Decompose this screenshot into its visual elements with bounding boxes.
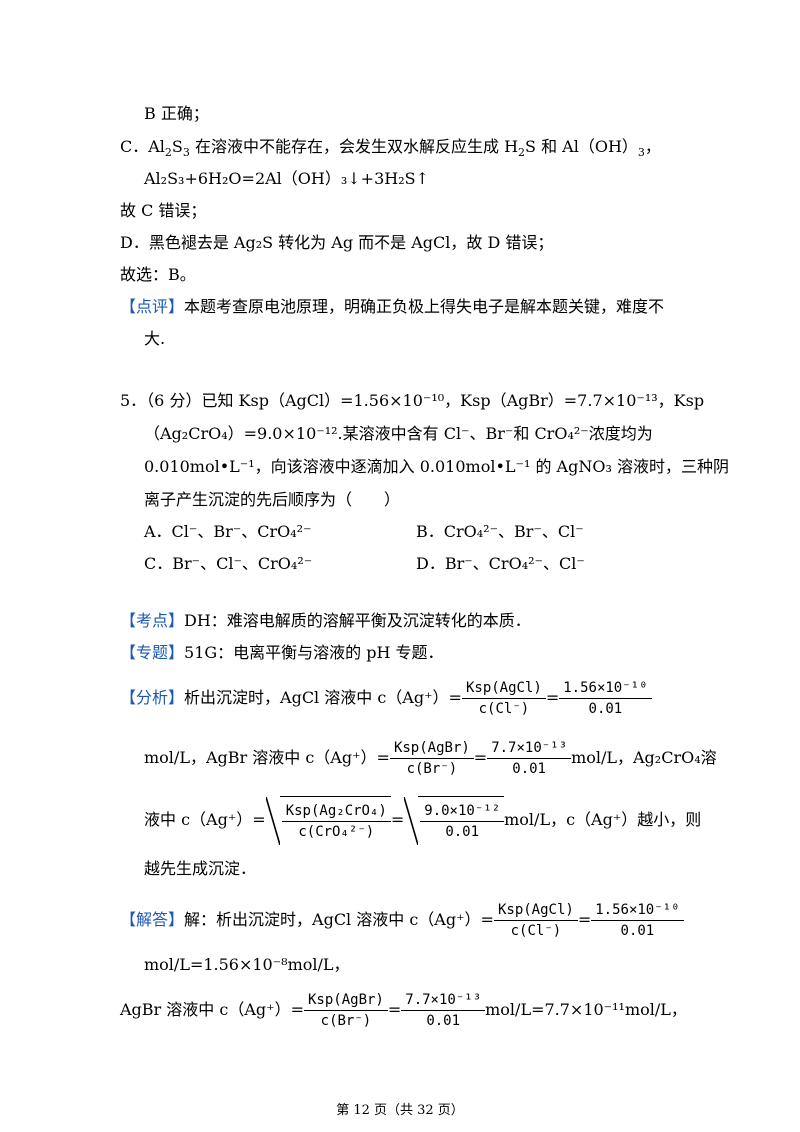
jieda-tag: 【解答】 — [120, 910, 185, 929]
c-equation: Al₂S₃+6H₂O=2Al（OH）₃↓+3H₂S↑ — [144, 169, 430, 188]
comment-tag: 【点评】 — [120, 297, 185, 316]
fraction-agcl-value: 1.56×10⁻¹⁰ 0.01 — [559, 678, 652, 719]
jieda-line-2: mol/L=1.56×10⁻⁸mol/L， — [144, 955, 350, 974]
fenxi-line-3: 液中 c（Ag⁺）= Ksp(Ag₂CrO₄) c(CrO₄²⁻) = 9.0×10⁻¹… — [144, 796, 701, 845]
fraction-ksp-agcl: Ksp(AgCl) c(Cl⁻) — [461, 678, 546, 719]
q5-line-2: （Ag₂CrO₄）=9.0×10⁻¹².某溶液中含有 Cl⁻、Br⁻和 CrO₄… — [144, 424, 653, 443]
fenxi-line-1: 【分析】析出沉淀时，AgCl 溶液中 c（Ag⁺）= Ksp(AgCl) c(Cl⁻… — [120, 676, 652, 720]
jieda-line-3: AgBr 溶液中 c（Ag⁺）= Ksp(AgBr) c(Br⁻) = 7.7×10⁻¹… — [120, 990, 687, 1031]
comment-line-2: 大. — [144, 329, 166, 348]
fenxi-tag: 【分析】 — [120, 688, 185, 707]
zhuanti-line: 【专题】51G：电离平衡与溶液的 pH 专题． — [120, 643, 444, 662]
fraction-ag2cro4-value: 9.0×10⁻¹² 0.01 — [420, 801, 505, 842]
fraction-ksp-ag2cro4: Ksp(Ag₂CrO₄) c(CrO₄²⁻) — [281, 801, 391, 842]
c-wrong-text: 故 C 错误； — [120, 201, 207, 220]
fenxi-line-2: mol/L，AgBr 溶液中 c（Ag⁺）= Ksp(AgBr) c(Br⁻) = 7.… — [144, 738, 717, 779]
fenxi-line-4: 越先生成沉淀． — [144, 859, 257, 878]
option-b: B．CrO₄²⁻、Br⁻、Cl⁻ — [416, 522, 584, 541]
kaodian-line: 【考点】DH：难溶电解质的溶解平衡及沉淀转化的本质． — [120, 611, 531, 630]
option-a: A．Cl⁻、Br⁻、CrO₄²⁻ — [144, 522, 312, 541]
kaodian-tag: 【考点】 — [120, 611, 185, 630]
b-correct-text: B 正确； — [144, 104, 209, 123]
q5-line-3: 0.010mol•L⁻¹，向该溶液中逐滴加入 0.010mol•L⁻¹ 的 Ag… — [144, 457, 729, 476]
c-explanation-line: C．Al2S3 在溶液中不能存在，会发生双水解反应生成 H2S 和 Al（OH）… — [120, 137, 661, 160]
choose-answer: 故选：B。 — [120, 265, 196, 284]
fraction-ksp-agbr: Ksp(AgBr) c(Br⁻) — [389, 738, 474, 779]
fraction-agbr-value-2: 7.7×10⁻¹³ 0.01 — [401, 990, 486, 1031]
fraction-agcl-value-2: 1.56×10⁻¹⁰ 0.01 — [591, 900, 684, 941]
page-footer: 第 12 页（共 32 页） — [336, 1103, 464, 1118]
q5-line-4: 离子产生沉淀的先后顺序为（ ） — [144, 490, 401, 509]
jieda-line-1: 【解答】解：析出沉淀时，AgCl 溶液中 c（Ag⁺）= Ksp(AgCl) c(C… — [120, 898, 684, 942]
d-explanation: D．黑色褪去是 Ag₂S 转化为 Ag 而不是 AgCl，故 D 错误； — [120, 233, 554, 252]
fraction-ksp-agbr-2: Ksp(AgBr) c(Br⁻) — [304, 990, 388, 1031]
option-d: D．Br⁻、CrO₄²⁻、Cl⁻ — [416, 554, 585, 573]
fraction-ksp-agcl-2: Ksp(AgCl) c(Cl⁻) — [493, 900, 578, 941]
comment-line: 【点评】本题考查原电池原理，明确正负极上得失电子是解本题关键，难度不 — [120, 297, 665, 316]
fraction-agbr-value: 7.7×10⁻¹³ 0.01 — [487, 738, 572, 779]
q5-line-1: 5．（6 分）已知 Ksp（AgCl）=1.56×10⁻¹⁰，Ksp（AgBr）… — [120, 391, 705, 410]
option-c: C．Br⁻、Cl⁻、CrO₄²⁻ — [144, 554, 313, 573]
zhuanti-tag: 【专题】 — [120, 643, 185, 662]
